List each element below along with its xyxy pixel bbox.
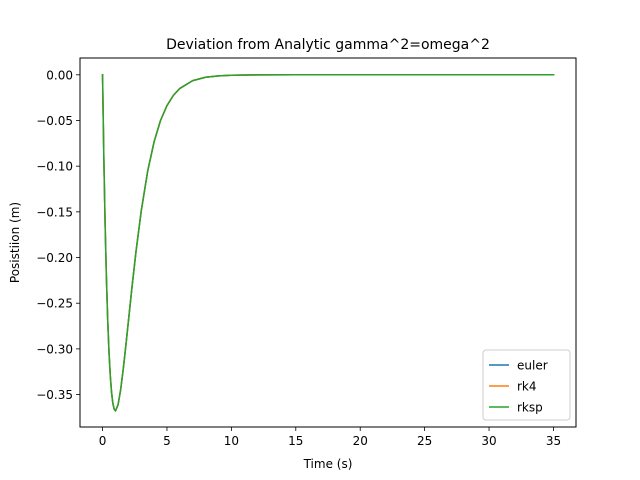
legend-label-euler: euler bbox=[517, 359, 548, 373]
chart-title: Deviation from Analytic gamma^2=omega^2 bbox=[166, 37, 490, 53]
x-tick-label: 30 bbox=[481, 434, 496, 448]
plot-frame bbox=[79, 57, 577, 428]
ticks-layer: 0 5 10 15 20 25 30 35 0.00 −0.05 −0.10 −0.15 −0.20 −0… bbox=[36, 68, 561, 448]
x-axis-label: Time (s) bbox=[303, 457, 353, 471]
y-tick-label: −0.25 bbox=[36, 297, 73, 311]
x-tick-label: 35 bbox=[546, 434, 561, 448]
legend-label-rk4: rk4 bbox=[517, 380, 537, 394]
y-tick-label: −0.15 bbox=[36, 205, 73, 219]
x-tick-label: 10 bbox=[224, 434, 239, 448]
series-layer bbox=[101, 74, 555, 412]
x-tick-label: 25 bbox=[417, 434, 432, 448]
x-tick-label: 0 bbox=[99, 434, 107, 448]
y-axis-label: Posistiion (m) bbox=[8, 202, 22, 283]
x-tick-label: 5 bbox=[163, 434, 171, 448]
legend-box bbox=[482, 349, 571, 421]
legend: euler rk4 rksp bbox=[482, 349, 571, 421]
x-tick-label: 20 bbox=[353, 434, 368, 448]
y-tick-label: −0.30 bbox=[36, 342, 73, 356]
y-tick-label: −0.20 bbox=[36, 251, 73, 265]
y-tick-label: −0.05 bbox=[36, 114, 73, 128]
legend-label-rksp: rksp bbox=[517, 401, 543, 415]
y-tick-label: −0.10 bbox=[36, 160, 73, 174]
y-tick-label: 0.00 bbox=[46, 68, 73, 82]
series-line-rksp bbox=[101, 74, 555, 412]
x-tick-label: 15 bbox=[288, 434, 303, 448]
y-tick-label: −0.35 bbox=[36, 388, 73, 402]
